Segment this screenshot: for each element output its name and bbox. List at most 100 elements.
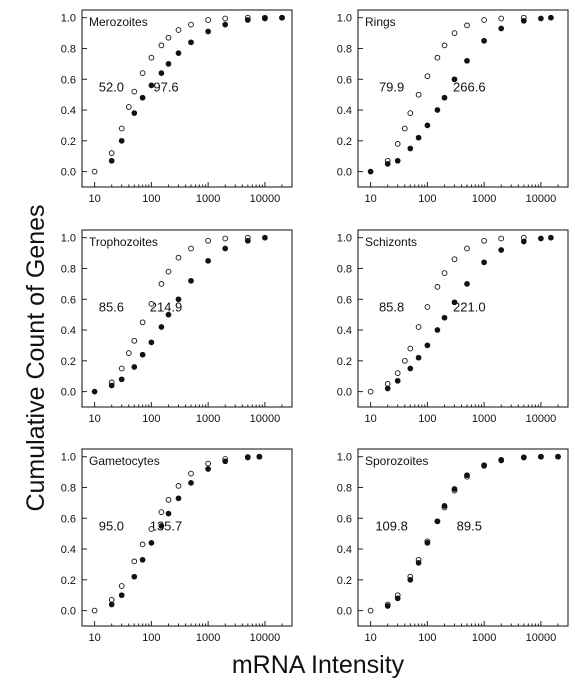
data-point xyxy=(538,453,544,460)
y-tick-label: 0.0 xyxy=(61,167,76,179)
y-tick-label: 0.8 xyxy=(61,43,76,55)
data-point xyxy=(407,145,414,152)
data-point xyxy=(139,319,146,326)
panel-sporozoites: 0.0 0.2 0.4 0.6 0.8 1.0 10 100 1000 10000 Sporozoi… xyxy=(337,448,569,644)
data-point xyxy=(481,17,487,23)
data-point xyxy=(548,234,554,241)
panel-trophozoites: 0.0 0.2 0.4 0.6 0.8 1.0 10 100 1000 10000 Trophozo… xyxy=(61,229,293,425)
filled-marker-series xyxy=(108,453,263,608)
data-point xyxy=(434,518,441,525)
panel-title: Rings xyxy=(365,15,396,29)
data-point xyxy=(434,107,441,113)
y-tick-label: 0.6 xyxy=(337,513,352,525)
data-point xyxy=(131,88,138,95)
data-point xyxy=(205,237,211,244)
x-tick-label: 10000 xyxy=(526,632,557,644)
y-axis-label: Cumulative Count of Genes xyxy=(22,204,50,511)
x-tick-label: 100 xyxy=(142,193,160,205)
median-label: 85.6 xyxy=(99,300,124,315)
x-tick-label: 1000 xyxy=(196,413,220,425)
data-point xyxy=(175,296,182,303)
data-point xyxy=(441,503,448,509)
y-tick-label: 0.6 xyxy=(61,294,76,306)
data-point xyxy=(451,76,458,83)
panel-title: Gametocytes xyxy=(89,454,160,468)
data-point xyxy=(415,354,422,361)
y-tick-label: 0.2 xyxy=(337,136,352,148)
x-tick-label: 10000 xyxy=(250,193,281,205)
data-point xyxy=(148,339,155,346)
x-tick-label: 10 xyxy=(88,632,100,644)
data-point xyxy=(464,57,470,64)
x-tick-label: 1000 xyxy=(472,413,496,425)
x-tick-label: 100 xyxy=(418,193,436,205)
data-point xyxy=(384,603,391,609)
y-tick-label: 0.0 xyxy=(337,606,352,618)
y-tick-label: 0.6 xyxy=(61,74,76,86)
data-point xyxy=(498,15,505,22)
open-marker-series xyxy=(91,14,285,175)
panel-title: Trophozoites xyxy=(89,235,158,249)
filled-marker-series xyxy=(108,14,285,164)
plot-frame xyxy=(357,229,569,408)
data-point xyxy=(481,237,487,244)
data-point xyxy=(205,28,211,35)
data-point xyxy=(415,134,422,141)
data-point xyxy=(464,281,470,287)
data-point xyxy=(407,576,414,583)
data-point xyxy=(262,15,268,22)
x-tick-label: 10000 xyxy=(526,413,557,425)
panel-title: Sporozoites xyxy=(365,454,428,468)
data-point xyxy=(384,381,391,387)
data-point xyxy=(118,376,125,383)
panel-schizonts: 0.0 0.2 0.4 0.6 0.8 1.0 10 100 1000 10000 Schizont… xyxy=(337,229,569,425)
data-point xyxy=(256,453,263,460)
data-point xyxy=(222,235,229,242)
data-point xyxy=(401,125,408,132)
panel-merozoites: 0.0 0.2 0.4 0.6 0.8 1.0 10 100 1000 10000 Merozoit… xyxy=(61,9,293,205)
data-point xyxy=(131,558,138,565)
data-point xyxy=(498,25,505,32)
data-point xyxy=(118,583,125,589)
data-point xyxy=(175,254,182,261)
x-tick-label: 10000 xyxy=(250,632,281,644)
data-point xyxy=(434,327,441,333)
data-point xyxy=(394,377,401,384)
y-tick-label: 0.8 xyxy=(61,263,76,275)
data-point xyxy=(415,91,422,98)
data-point xyxy=(118,592,125,599)
data-point xyxy=(394,157,401,164)
plot-frame xyxy=(81,9,293,188)
data-point xyxy=(424,304,431,310)
data-point xyxy=(222,15,229,22)
data-point xyxy=(384,385,391,392)
data-point xyxy=(125,350,132,356)
y-tick-label: 0.4 xyxy=(61,325,76,337)
data-point xyxy=(222,21,229,28)
data-point xyxy=(139,556,146,563)
median-label: 97.6 xyxy=(153,80,178,95)
y-tick-label: 1.0 xyxy=(61,233,76,245)
data-point xyxy=(108,601,115,608)
data-point xyxy=(175,50,182,56)
y-tick-label: 0.4 xyxy=(61,105,76,117)
x-tick-label: 10000 xyxy=(526,193,557,205)
median-label: 52.0 xyxy=(99,80,124,95)
data-point xyxy=(415,560,422,566)
filled-marker-series xyxy=(384,234,554,392)
x-tick-label: 10 xyxy=(364,413,376,425)
x-tick-label: 10 xyxy=(364,193,376,205)
data-point xyxy=(394,595,401,602)
data-point xyxy=(244,454,251,461)
data-point xyxy=(205,17,211,23)
data-point xyxy=(498,247,505,253)
data-point xyxy=(158,324,165,330)
data-point xyxy=(91,168,98,175)
y-tick-label: 0.6 xyxy=(337,294,352,306)
data-point xyxy=(451,486,458,492)
data-point xyxy=(158,523,165,529)
data-point xyxy=(108,157,115,164)
data-point xyxy=(222,458,229,465)
open-marker-series xyxy=(367,234,527,395)
data-point xyxy=(451,30,458,36)
